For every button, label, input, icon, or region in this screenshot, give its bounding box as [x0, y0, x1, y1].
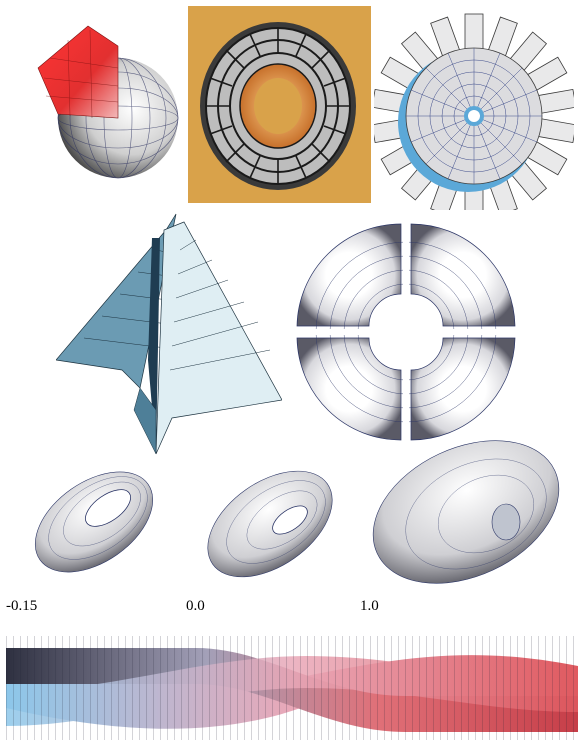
torus-label-2: 0.0 [186, 598, 205, 614]
torus-variant-2 [196, 462, 346, 586]
torus-label-3: 1.0 [360, 598, 379, 614]
torus-variant-1 [24, 462, 164, 582]
split-torus-figure [295, 222, 517, 442]
torus-label-1: -0.15 [6, 598, 38, 614]
finned-disc-figure [374, 4, 574, 210]
swept-fins-figure [56, 210, 282, 460]
torus-segments-figure [188, 6, 371, 203]
twisted-bands-figure [6, 636, 578, 740]
torus-variant-3 [366, 430, 566, 594]
sphere-wedge-figure [28, 18, 186, 188]
